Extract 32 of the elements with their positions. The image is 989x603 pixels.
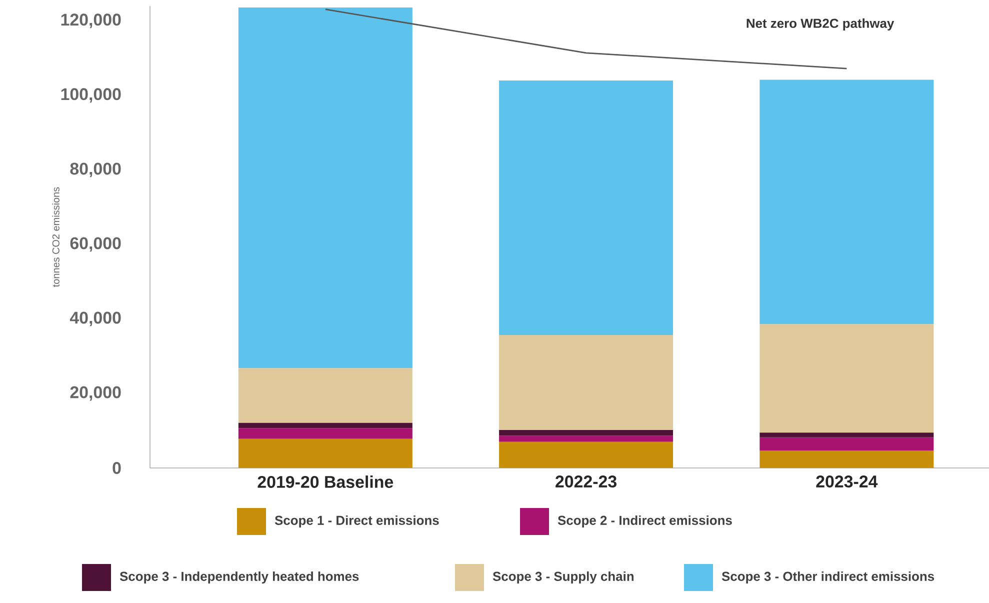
bar bbox=[760, 324, 934, 433]
legend-label: Scope 3 - Other indirect emissions bbox=[722, 571, 934, 584]
legend-label: Scope 3 - Supply chain bbox=[492, 571, 634, 584]
bar bbox=[238, 7, 412, 368]
bar bbox=[238, 422, 412, 428]
bar bbox=[760, 432, 934, 438]
x-tick-label: 2022-23 bbox=[556, 476, 616, 488]
text: Net zero WB2C pathway bbox=[746, 18, 894, 30]
y-tick-label: 40,000 bbox=[70, 312, 121, 326]
bar bbox=[238, 428, 412, 439]
bar bbox=[760, 437, 934, 450]
y-tick-label: 0 bbox=[112, 462, 121, 474]
bar bbox=[238, 368, 412, 423]
y-tick-label: 80,000 bbox=[70, 162, 121, 178]
x-tick-label: 2019-20 Baseline bbox=[258, 476, 394, 488]
bar bbox=[760, 450, 934, 468]
bar bbox=[760, 80, 934, 324]
y-tick-label: 60,000 bbox=[70, 237, 121, 252]
bar bbox=[499, 80, 674, 335]
y-tick-label: 20,000 bbox=[70, 386, 121, 401]
legend-label: Scope 1 - Direct emissions bbox=[274, 515, 439, 528]
bar bbox=[499, 334, 674, 430]
bar bbox=[499, 442, 674, 468]
x-tick-label: 2023-24 bbox=[816, 476, 878, 488]
bar bbox=[499, 436, 674, 442]
legend-label: Scope 2 - Indirect emissions bbox=[558, 515, 732, 528]
y-tick-label: 120,000 bbox=[61, 14, 121, 28]
y-tick-label: 100,000 bbox=[61, 88, 121, 103]
legend-label: Scope 3 - Independently heated homes bbox=[120, 571, 359, 584]
bar bbox=[499, 430, 674, 436]
bar bbox=[238, 438, 412, 468]
y-axis-title: tonnes CO2 emissions bbox=[52, 187, 60, 287]
